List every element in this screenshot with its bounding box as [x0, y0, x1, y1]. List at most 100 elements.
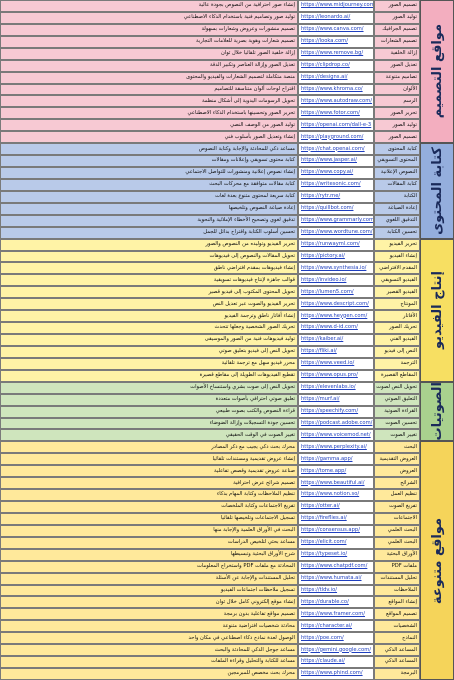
- tool-description: تسجيل الاجتماعات وتلخيصها تلقائيا: [0, 512, 298, 525]
- tool-name: المقدم الافتراضي: [374, 262, 420, 275]
- tool-link[interactable]: https://pictory.ai/: [298, 250, 374, 263]
- tool-description: تحرير الفيديو وتوليده من النصوص والصور: [0, 238, 298, 251]
- tool-description: إزالة خلفية الصور تلقائيا خلال ثوان: [0, 47, 298, 60]
- tool-link[interactable]: https://fliki.ai/: [298, 345, 374, 358]
- tool-name: الألوان: [374, 83, 420, 96]
- tool-link[interactable]: https://writesonic.com/: [298, 178, 374, 191]
- section-label: إنتاج الفيديو: [420, 238, 454, 382]
- tool-description: تحويل النص إلى صوت بشري واستنساخ الأصوات: [0, 381, 298, 394]
- tool-name: تفريغ الصوت: [374, 501, 420, 513]
- tool-link[interactable]: https://claude.ai/: [298, 656, 374, 669]
- tool-name: النصوص الإعلانية: [374, 167, 420, 179]
- tool-link[interactable]: https://character.ai/: [298, 620, 374, 633]
- tool-description: محرك بحث مخصص للمبرمجين: [0, 668, 298, 680]
- tool-link[interactable]: https://runwayml.com/: [298, 238, 374, 251]
- tool-description: محرك بحث ذكي يجيب مع ذكر المصادر: [0, 441, 298, 454]
- tool-link[interactable]: https://fireflies.ai/: [298, 512, 374, 525]
- tool-name: التدقيق اللغوي: [374, 214, 420, 227]
- tool-description: تغيير الصوت في الوقت الحقيقي: [0, 429, 298, 442]
- section-title: مواقع التصميم: [429, 24, 445, 119]
- tool-name: تصميم الصور: [374, 131, 420, 144]
- tool-link[interactable]: https://rytr.me/: [298, 190, 374, 203]
- tool-link[interactable]: https://durable.co/: [298, 596, 374, 609]
- tool-description: تقطيع الفيديوهات الطويلة إلى مقاطع قصيرة: [0, 369, 298, 382]
- tool-description: محرر فيديو سهل مع ترجمة تلقائية: [0, 357, 298, 370]
- tool-link[interactable]: https://www.heygen.com/: [298, 310, 374, 323]
- tool-link[interactable]: https://looka.com/: [298, 35, 374, 48]
- tool-link[interactable]: https://www.wordtune.com/: [298, 226, 374, 239]
- tool-link[interactable]: https://www.jasper.ai/: [298, 155, 374, 167]
- tool-link[interactable]: https://poe.com/: [298, 632, 374, 645]
- tool-name: المحتوى التسويقي: [374, 155, 420, 167]
- tool-description: تحرير الفيديو والصوت عبر تعديل النص: [0, 298, 298, 311]
- tool-name: الترجمة: [374, 357, 420, 370]
- tool-link[interactable]: https://typeset.io/: [298, 548, 374, 561]
- tool-link[interactable]: https://gemini.google.com/: [298, 644, 374, 657]
- tool-description: تنظيم الملاحظات وكتابة المهام بذكاء: [0, 489, 298, 502]
- tool-link[interactable]: https://invideo.io/: [298, 274, 374, 287]
- tool-link[interactable]: https://www.beautiful.ai/: [298, 477, 374, 490]
- tool-link[interactable]: https://www.humata.ai/: [298, 572, 374, 585]
- tool-name: الملاحظات: [374, 584, 420, 597]
- tool-link[interactable]: https://www.fotor.com/: [298, 107, 374, 120]
- tool-link[interactable]: https://www.veed.io/: [298, 357, 374, 370]
- tool-link[interactable]: https://lumen5.com/: [298, 286, 374, 299]
- tool-link[interactable]: https://openai.com/dall-e-3: [298, 119, 374, 132]
- tool-link[interactable]: https://www.autodraw.com/: [298, 95, 374, 108]
- tool-description: مساعد جوجل الذكي للمحادثة والبحث: [0, 644, 298, 657]
- tool-link[interactable]: https://playground.com/: [298, 131, 374, 144]
- tool-link[interactable]: https://gamma.app/: [298, 453, 374, 466]
- tool-link[interactable]: https://www.opus.pro/: [298, 369, 374, 382]
- tool-description: الوصول لعدة نماذج ذكاء اصطناعي في مكان و…: [0, 632, 298, 645]
- tool-name: تصميم الصور: [374, 0, 420, 12]
- tool-description: البحث في الأوراق العلمية والإجابة منها: [0, 524, 298, 537]
- tool-link[interactable]: https://www.remove.bg/: [298, 47, 374, 60]
- tool-description: تحليل المستندات والإجابة عن الأسئلة: [0, 572, 298, 585]
- tool-link[interactable]: https://otter.ai/: [298, 501, 374, 513]
- tool-description: إعادة صياغة النصوص وتلخيصها: [0, 202, 298, 215]
- tool-link[interactable]: https://kaiber.ai/: [298, 334, 374, 346]
- tool-link[interactable]: https://www.framer.com/: [298, 608, 374, 621]
- tool-link[interactable]: https://www.voicemod.net/: [298, 429, 374, 442]
- tool-link[interactable]: https://tome.app/: [298, 465, 374, 478]
- tool-name: العروض التقديمية: [374, 453, 420, 466]
- section-label: كتابة المحتوى: [420, 143, 454, 239]
- tool-name: تصميم المواقع: [374, 608, 420, 621]
- tool-link[interactable]: https://www.d-id.com/: [298, 322, 374, 335]
- tool-name: إنشاء المواقع: [374, 596, 420, 609]
- tool-link[interactable]: https://www.khroma.co/: [298, 83, 374, 96]
- tool-description: إنشاء وتعديل الصور بأسلوب فني: [0, 131, 298, 144]
- tool-link[interactable]: https://leonardo.ai/: [298, 11, 374, 24]
- tool-description: تعديل الصور وإزالة العناصر وتكبير الدقة: [0, 59, 298, 72]
- tool-link[interactable]: https://www.grammarly.com/: [298, 214, 374, 227]
- tool-link[interactable]: https://consensus.app/: [298, 524, 374, 537]
- tool-name: تصميم الجرافيك: [374, 23, 420, 36]
- tool-link[interactable]: https://www.midjourney.com/: [298, 0, 374, 12]
- tool-link[interactable]: https://www.phind.com/: [298, 668, 374, 680]
- tool-link[interactable]: https://tldv.io/: [298, 584, 374, 597]
- tool-description: تسجيل ملاحظات اجتماعات الفيديو: [0, 584, 298, 597]
- tool-link[interactable]: https://www.synthesia.io/: [298, 262, 374, 275]
- tool-link[interactable]: https://www.notion.so/: [298, 489, 374, 502]
- tool-link[interactable]: https://clipdrop.co/: [298, 59, 374, 72]
- tool-link[interactable]: https://www.chatpdf.com/: [298, 560, 374, 573]
- tool-link[interactable]: https://elevenlabs.io/: [298, 381, 374, 394]
- tool-link[interactable]: https://elicit.com/: [298, 536, 374, 549]
- tool-link[interactable]: https://designs.ai/: [298, 71, 374, 84]
- tool-description: تحويل المحتوى المكتوب إلى فيديو قصير: [0, 286, 298, 299]
- section-label: مواقع التصميم: [420, 0, 454, 144]
- tool-name: ملفات PDF: [374, 560, 420, 573]
- tool-name: الأفاتار: [374, 310, 420, 323]
- tool-link[interactable]: https://murf.ai/: [298, 393, 374, 406]
- tool-name: كتابة المقالات: [374, 178, 420, 191]
- tool-link[interactable]: https://www.canva.com/: [298, 23, 374, 36]
- tool-name: تصاميم متنوعة: [374, 71, 420, 84]
- tool-name: الفيديو الفني: [374, 334, 420, 346]
- tool-link[interactable]: https://www.descript.com/: [298, 298, 374, 311]
- tool-link[interactable]: https://podcast.adobe.com/: [298, 417, 374, 430]
- tool-link[interactable]: https://www.perplexity.ai/: [298, 441, 374, 454]
- tool-link[interactable]: https://chat.openai.com/: [298, 143, 374, 156]
- tool-link[interactable]: https://speechify.com/: [298, 405, 374, 418]
- tool-link[interactable]: https://quillbot.com/: [298, 202, 374, 215]
- tool-link[interactable]: https://www.copy.ai/: [298, 167, 374, 179]
